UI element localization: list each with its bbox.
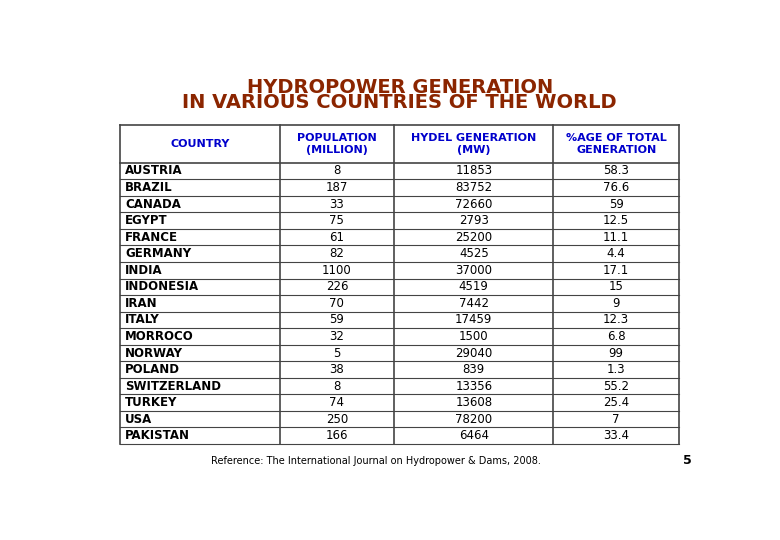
Text: NORWAY: NORWAY [126,347,183,360]
Text: PAKISTAN: PAKISTAN [126,429,190,442]
Text: 7: 7 [612,413,620,426]
Text: 6.8: 6.8 [607,330,626,343]
Text: TURKEY: TURKEY [126,396,178,409]
Text: 59: 59 [329,313,344,326]
Text: 15: 15 [608,280,624,293]
Text: SWITZERLAND: SWITZERLAND [126,380,222,393]
Text: ITALY: ITALY [126,313,160,326]
Text: 1100: 1100 [322,264,352,277]
Text: 76.6: 76.6 [603,181,629,194]
Text: %AGE OF TOTAL
GENERATION: %AGE OF TOTAL GENERATION [566,133,667,155]
Text: POLAND: POLAND [126,363,180,376]
Text: 4519: 4519 [459,280,489,293]
Text: 839: 839 [463,363,485,376]
Text: 17.1: 17.1 [603,264,629,277]
Text: 72660: 72660 [455,198,492,211]
Text: 37000: 37000 [456,264,492,277]
Text: 83752: 83752 [456,181,492,194]
Text: 1.3: 1.3 [607,363,626,376]
Text: 99: 99 [608,347,624,360]
Text: AUSTRIA: AUSTRIA [126,165,183,178]
Text: CANADA: CANADA [126,198,181,211]
Text: 33: 33 [329,198,344,211]
Text: 166: 166 [326,429,348,442]
Text: IN VARIOUS COUNTRIES OF THE WORLD: IN VARIOUS COUNTRIES OF THE WORLD [183,93,617,112]
Text: 187: 187 [326,181,348,194]
Text: MORROCO: MORROCO [126,330,194,343]
Text: EGYPT: EGYPT [126,214,168,227]
Text: 74: 74 [329,396,345,409]
Text: 82: 82 [329,247,344,260]
Text: 11853: 11853 [456,165,492,178]
Text: HYDROPOWER GENERATION: HYDROPOWER GENERATION [246,78,553,97]
Text: HYDEL GENERATION
(MW): HYDEL GENERATION (MW) [411,133,537,155]
Text: 12.5: 12.5 [603,214,629,227]
Text: 33.4: 33.4 [603,429,629,442]
Text: BRAZIL: BRAZIL [126,181,173,194]
Text: INDONESIA: INDONESIA [126,280,200,293]
Text: 6464: 6464 [459,429,489,442]
Text: 70: 70 [329,297,344,310]
Text: INDIA: INDIA [126,264,163,277]
Text: 8: 8 [333,380,341,393]
Text: 250: 250 [326,413,348,426]
Text: 4525: 4525 [459,247,488,260]
Text: GERMANY: GERMANY [126,247,191,260]
Text: 13608: 13608 [456,396,492,409]
Text: 25200: 25200 [456,231,492,244]
Text: 8: 8 [333,165,341,178]
Text: USA: USA [126,413,153,426]
Text: IRAN: IRAN [126,297,158,310]
Text: 5: 5 [682,454,691,467]
Text: 11.1: 11.1 [603,231,629,244]
Text: 78200: 78200 [456,413,492,426]
Text: 7442: 7442 [459,297,489,310]
Text: 2793: 2793 [459,214,489,227]
Text: 59: 59 [608,198,624,211]
Text: 75: 75 [329,214,344,227]
Text: 4.4: 4.4 [607,247,626,260]
Text: FRANCE: FRANCE [126,231,179,244]
Text: 9: 9 [612,297,620,310]
Text: 17459: 17459 [455,313,492,326]
Text: 5: 5 [333,347,341,360]
Text: 29040: 29040 [456,347,492,360]
Text: 38: 38 [329,363,344,376]
Text: 226: 226 [326,280,348,293]
Text: COUNTRY: COUNTRY [170,139,230,149]
Text: 61: 61 [329,231,345,244]
Text: 32: 32 [329,330,344,343]
Text: 58.3: 58.3 [603,165,629,178]
Text: 12.3: 12.3 [603,313,629,326]
Text: Reference: The International Journal on Hydropower & Dams, 2008.: Reference: The International Journal on … [211,456,541,465]
Text: 25.4: 25.4 [603,396,629,409]
Text: 13356: 13356 [456,380,492,393]
Text: POPULATION
(MILLION): POPULATION (MILLION) [297,133,377,155]
Text: 1500: 1500 [459,330,488,343]
Text: 55.2: 55.2 [603,380,629,393]
